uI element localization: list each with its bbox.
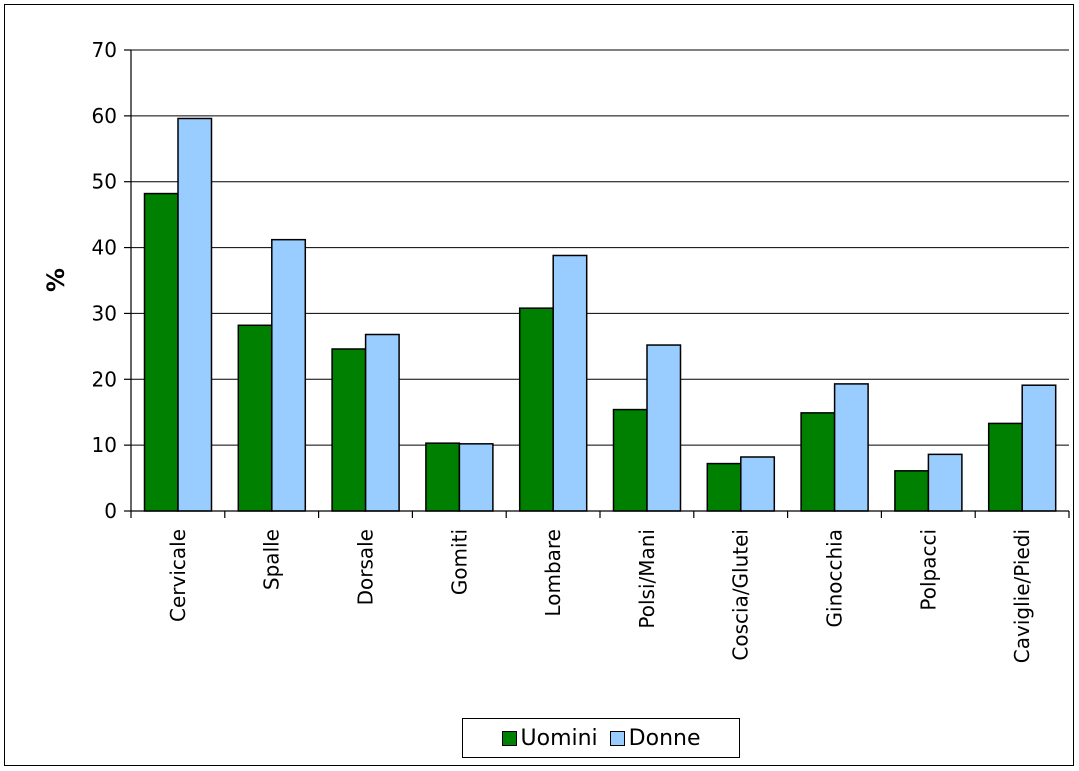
legend: Uomini Donne	[462, 718, 740, 758]
bar-uomini-polpacci	[894, 470, 930, 512]
x-tick-labels: Cervicale Spalle Dorsale Gomiti Lombare Polsi…	[166, 529, 1034, 663]
bar-uomini-dorsale	[331, 348, 367, 512]
y-tick-label: 50	[92, 170, 117, 194]
bar-donne-dorsale	[364, 333, 400, 512]
x-tick-label: Polpacci	[916, 529, 940, 611]
bar-donne-coscia-glutei	[740, 456, 776, 512]
x-tick-label: Lombare	[541, 529, 565, 617]
bar-uomini-caviglie-piedi	[987, 422, 1023, 512]
bar-donne-ginocchia	[833, 383, 869, 512]
axes	[124, 49, 1070, 518]
y-tick-label: 0	[104, 499, 117, 523]
y-tick-labels: 0 10 20 30 40 50 60 70	[92, 38, 117, 523]
legend-swatch-uomini	[501, 730, 517, 746]
legend-item-donne: Donne	[609, 725, 701, 751]
y-axis-label: %	[42, 268, 70, 292]
bar-donne-lombare	[552, 254, 588, 512]
bar-donne-gomiti	[458, 443, 494, 512]
legend-item-uomini: Uomini	[501, 725, 598, 751]
x-tick-label: Cervicale	[166, 529, 190, 622]
bar-donne-polsi-mani	[646, 344, 682, 512]
x-tick-label: Dorsale	[354, 529, 378, 605]
bar-donne-caviglie-piedi	[1021, 384, 1057, 512]
bar-uomini-spalle	[237, 324, 273, 512]
bar-uomini-cervicale	[143, 192, 179, 512]
y-tick-label: 40	[92, 236, 117, 260]
legend-swatch-donne	[609, 730, 625, 746]
bar-donne-cervicale	[177, 117, 213, 512]
y-tick-label: 10	[92, 433, 117, 457]
bar-donne-spalle	[271, 238, 307, 512]
x-tick-label: Polsi/Mani	[635, 529, 659, 629]
x-tick-label: Gomiti	[447, 529, 471, 595]
bar-uomini-coscia-glutei	[706, 462, 742, 512]
y-tick-label: 70	[92, 38, 117, 62]
bar-donne-polpacci	[927, 453, 963, 512]
x-tick-label: Spalle	[260, 529, 284, 590]
x-tick-label: Ginocchia	[823, 529, 847, 627]
y-tick-label: 60	[92, 104, 117, 128]
bar-uomini-lombare	[518, 307, 554, 512]
legend-label-donne: Donne	[628, 725, 701, 751]
legend-label-uomini: Uomini	[520, 725, 598, 751]
y-tick-label: 30	[92, 301, 117, 325]
bar-uomini-polsi-mani	[612, 408, 648, 512]
bar-uomini-gomiti	[425, 442, 461, 512]
x-tick-label: Caviglie/Piedi	[1010, 529, 1034, 663]
x-tick-label: Coscia/Glutei	[729, 529, 753, 661]
y-tick-label: 20	[92, 367, 117, 391]
bars	[143, 117, 1057, 512]
bar-uomini-ginocchia	[800, 412, 836, 512]
